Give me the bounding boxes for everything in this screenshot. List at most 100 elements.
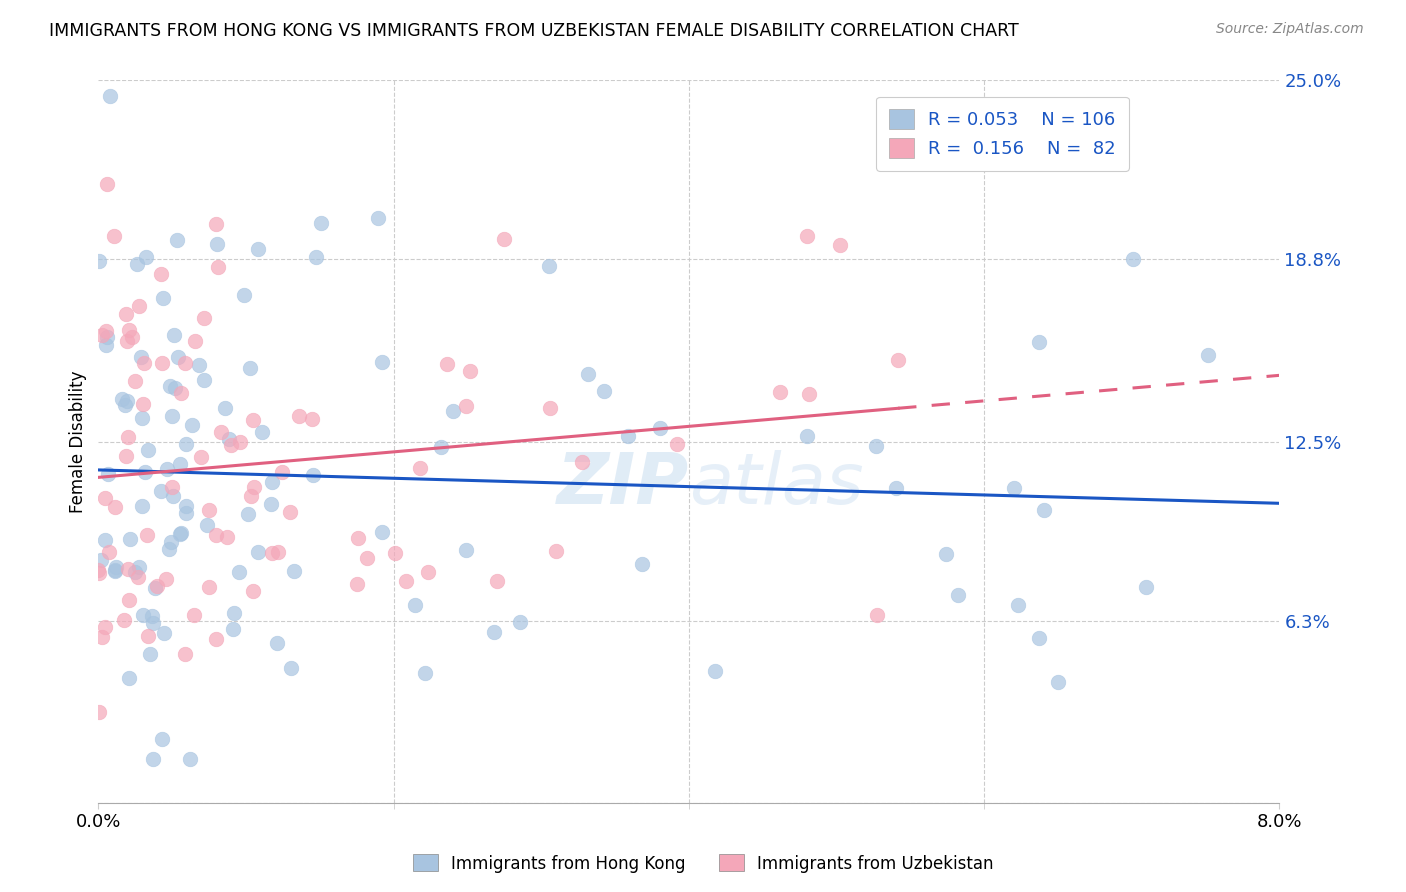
Point — [141, 608, 163, 623]
Point — [409, 461, 432, 475]
Point — [280, 505, 302, 519]
Point — [146, 579, 169, 593]
Point — [492, 232, 515, 246]
Point — [104, 563, 127, 577]
Point — [91, 630, 114, 644]
Point — [578, 367, 600, 381]
Point — [117, 430, 139, 444]
Point — [616, 428, 638, 442]
Point — [98, 88, 121, 103]
Point — [131, 397, 153, 411]
Point — [104, 500, 127, 514]
Point — [115, 450, 138, 464]
Point — [454, 543, 477, 558]
Point — [430, 440, 453, 454]
Point — [152, 291, 174, 305]
Point — [159, 379, 181, 393]
Point — [797, 387, 820, 401]
Point — [135, 527, 157, 541]
Point — [142, 615, 165, 630]
Point — [205, 217, 228, 231]
Point — [159, 541, 181, 556]
Point — [458, 364, 481, 378]
Point — [1135, 580, 1157, 594]
Point — [252, 425, 274, 439]
Point — [193, 373, 215, 387]
Point — [135, 251, 157, 265]
Point — [456, 399, 478, 413]
Point — [193, 310, 215, 325]
Point — [96, 330, 118, 344]
Point — [160, 479, 183, 493]
Point — [218, 432, 240, 446]
Point — [104, 559, 127, 574]
Point — [484, 625, 506, 640]
Point — [704, 664, 727, 678]
Point — [124, 566, 146, 580]
Text: Source: ZipAtlas.com: Source: ZipAtlas.com — [1216, 22, 1364, 37]
Point — [87, 254, 110, 268]
Point — [94, 491, 117, 505]
Point — [97, 467, 120, 482]
Point — [538, 401, 561, 415]
Point — [404, 598, 426, 612]
Point — [288, 409, 311, 423]
Point — [260, 546, 283, 560]
Point — [149, 268, 172, 282]
Point — [239, 360, 262, 375]
Point — [190, 450, 212, 464]
Point — [346, 577, 368, 591]
Point — [1197, 348, 1219, 362]
Point — [163, 327, 186, 342]
Point — [93, 620, 115, 634]
Point — [169, 386, 191, 401]
Point — [198, 502, 221, 516]
Point — [136, 442, 159, 457]
Point — [90, 553, 112, 567]
Point — [828, 238, 851, 252]
Point — [103, 228, 125, 243]
Point — [217, 530, 239, 544]
Point — [139, 647, 162, 661]
Point — [181, 417, 204, 432]
Text: ZIP: ZIP — [557, 450, 689, 519]
Point — [179, 752, 201, 766]
Point — [1028, 335, 1050, 350]
Point — [87, 563, 110, 577]
Point — [865, 439, 887, 453]
Point — [485, 574, 508, 589]
Point — [228, 566, 250, 580]
Point — [416, 565, 439, 579]
Point — [436, 357, 458, 371]
Point — [134, 356, 156, 370]
Point — [169, 457, 191, 471]
Point — [195, 518, 218, 533]
Point — [94, 533, 117, 547]
Point — [207, 236, 229, 251]
Point — [142, 752, 165, 766]
Point — [214, 401, 236, 415]
Y-axis label: Female Disability: Female Disability — [69, 370, 87, 513]
Point — [169, 526, 191, 541]
Point — [1047, 674, 1070, 689]
Point — [111, 392, 134, 406]
Point — [367, 211, 389, 226]
Point — [120, 533, 142, 547]
Point — [162, 489, 184, 503]
Point — [271, 465, 294, 479]
Point — [301, 412, 323, 426]
Point — [174, 647, 197, 661]
Point — [150, 731, 173, 746]
Point — [546, 544, 568, 558]
Point — [143, 581, 166, 595]
Point — [247, 242, 270, 256]
Point — [242, 413, 264, 427]
Point — [238, 508, 260, 522]
Point — [209, 425, 232, 440]
Point — [302, 467, 325, 482]
Point — [229, 435, 252, 450]
Point — [1032, 503, 1054, 517]
Point — [631, 557, 654, 571]
Point — [948, 588, 970, 602]
Point — [283, 564, 305, 578]
